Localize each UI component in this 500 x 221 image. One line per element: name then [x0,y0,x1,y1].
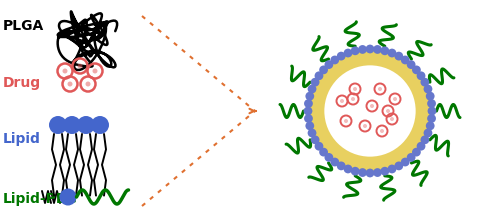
Circle shape [319,148,328,156]
Circle shape [344,49,352,57]
Circle shape [344,119,348,123]
Circle shape [337,52,345,61]
Circle shape [393,97,397,101]
Circle shape [92,69,98,74]
Circle shape [401,55,409,64]
Circle shape [427,99,436,108]
Circle shape [304,114,313,123]
Circle shape [60,189,76,206]
Circle shape [49,116,67,134]
Circle shape [308,129,316,137]
Circle shape [366,169,374,177]
Circle shape [380,167,389,176]
Circle shape [366,45,374,53]
Circle shape [337,162,345,170]
Circle shape [310,135,320,144]
Circle shape [319,65,328,74]
Text: Lipid: Lipid [3,132,41,146]
Text: PLGA: PLGA [3,19,44,33]
Circle shape [304,107,312,115]
Circle shape [373,45,382,54]
Circle shape [306,121,314,130]
Circle shape [386,109,390,113]
Circle shape [416,142,426,151]
Circle shape [420,78,430,87]
Circle shape [401,158,409,166]
Circle shape [424,129,432,137]
Circle shape [412,148,421,156]
Circle shape [330,55,339,64]
Circle shape [427,114,436,123]
Circle shape [306,92,314,101]
Circle shape [351,97,355,101]
Circle shape [390,117,394,121]
Circle shape [314,71,324,80]
Text: Drug: Drug [3,76,41,90]
Circle shape [394,52,403,61]
Circle shape [358,45,367,54]
Circle shape [420,135,430,144]
Circle shape [378,87,382,91]
Circle shape [380,129,384,133]
Circle shape [324,60,334,69]
Circle shape [426,121,434,130]
Circle shape [330,158,339,166]
Circle shape [314,142,324,151]
Circle shape [394,162,403,170]
Circle shape [428,107,436,115]
Circle shape [321,62,419,160]
Circle shape [86,82,90,86]
Circle shape [344,165,352,173]
Circle shape [308,85,316,93]
Circle shape [406,153,416,162]
Circle shape [353,87,357,91]
Circle shape [380,46,389,55]
Circle shape [62,69,68,74]
Circle shape [68,82,72,86]
Circle shape [363,124,367,128]
Circle shape [388,165,396,173]
Circle shape [310,78,320,87]
Circle shape [351,167,360,176]
Circle shape [63,116,81,134]
Circle shape [304,99,313,108]
Circle shape [351,46,360,55]
Circle shape [78,63,82,69]
Circle shape [416,71,426,80]
Circle shape [406,60,416,69]
Circle shape [424,85,432,93]
Circle shape [77,116,95,134]
Circle shape [426,92,434,101]
Circle shape [388,49,396,57]
Circle shape [412,65,421,74]
Circle shape [370,104,374,108]
Circle shape [358,168,367,177]
Circle shape [340,99,344,103]
Circle shape [91,116,109,134]
Text: Lipid-PEG: Lipid-PEG [3,192,78,206]
Circle shape [373,168,382,177]
Circle shape [324,153,334,162]
